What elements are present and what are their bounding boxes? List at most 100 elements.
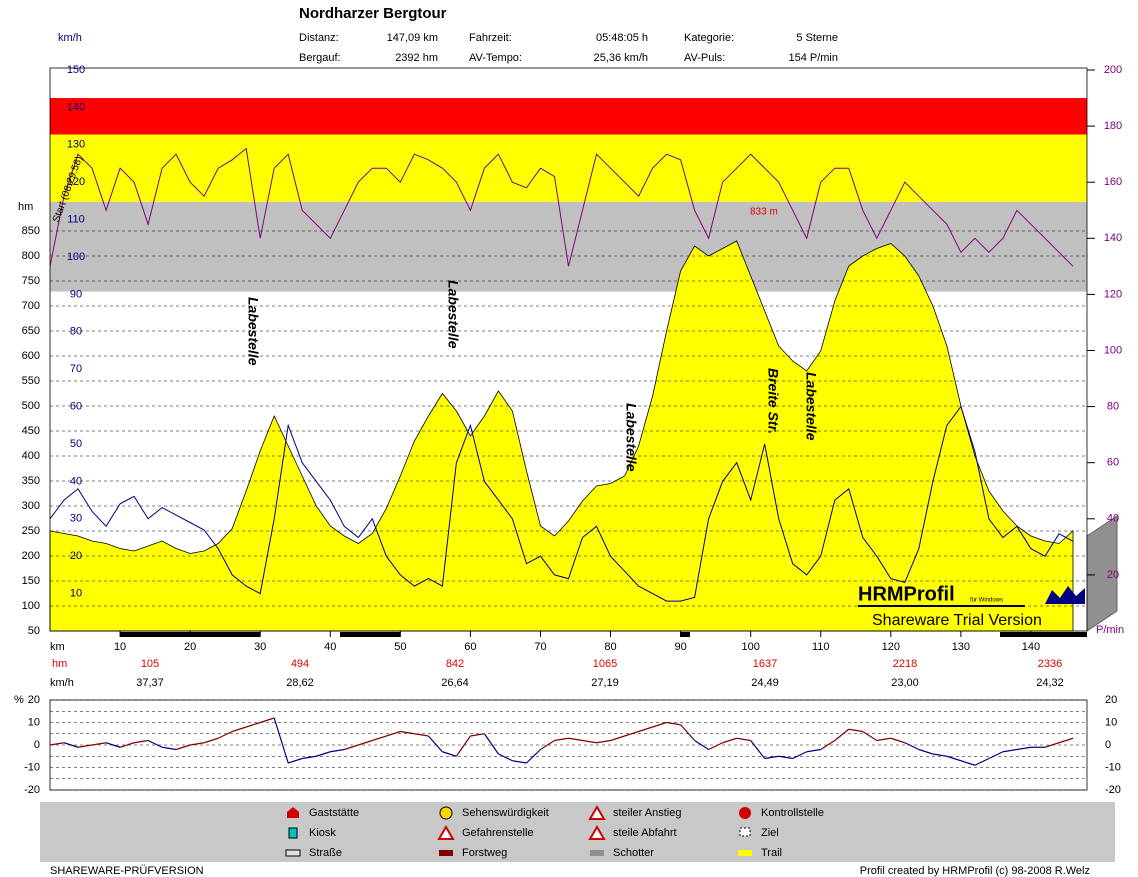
gradient-segment bbox=[400, 730, 415, 735]
gradient-segment bbox=[1002, 748, 1018, 753]
gradient-segment bbox=[1016, 746, 1032, 751]
legend-label: steile Abfahrt bbox=[613, 827, 677, 839]
gradient-segment bbox=[750, 740, 766, 759]
gradient-segment bbox=[526, 749, 541, 764]
summary-kmh: 23,00 bbox=[891, 677, 919, 689]
brand-logo bbox=[1045, 586, 1085, 604]
plot-frame bbox=[49, 67, 1088, 632]
gradient-segment bbox=[49, 742, 65, 746]
gradient-segment bbox=[960, 760, 976, 766]
elevation-area bbox=[49, 240, 1074, 632]
gradient-segment bbox=[792, 751, 807, 760]
pulse-line bbox=[49, 147, 1074, 267]
brand-note: Shareware Trial Version bbox=[872, 612, 1042, 629]
y3-tick-label: 80 bbox=[1107, 401, 1119, 413]
gradient-segment bbox=[778, 755, 793, 760]
y-tick-label: 400 bbox=[22, 450, 40, 462]
summary-kmh-label: km/h bbox=[50, 677, 74, 689]
gradient-segment bbox=[231, 726, 247, 733]
icon bbox=[588, 805, 606, 820]
gradient-segment bbox=[638, 726, 653, 733]
legend-label: Gefahrenstelle bbox=[462, 827, 534, 839]
y-tick-label: 550 bbox=[22, 375, 40, 387]
gradient-segment bbox=[246, 721, 261, 728]
gradient-segment bbox=[162, 746, 177, 751]
y-tick-label: 500 bbox=[22, 400, 40, 412]
y-tick-label: 850 bbox=[22, 225, 40, 237]
y3-tick-label: 20 bbox=[1107, 569, 1119, 581]
x-tick-label: 80 bbox=[604, 641, 616, 653]
annotation: 833 m bbox=[750, 207, 778, 218]
summary-hm: 1065 bbox=[593, 658, 617, 670]
summary-hm: 2336 bbox=[1038, 658, 1062, 670]
gradient-segment bbox=[918, 748, 934, 755]
gradient-segment bbox=[190, 742, 205, 746]
gradient-segment bbox=[77, 744, 93, 748]
y2-tick-label: 90 bbox=[70, 288, 82, 300]
gradient-segment bbox=[442, 751, 457, 757]
y-tick-label-right: -10 bbox=[1105, 761, 1121, 773]
summary-kmh: 37,37 bbox=[136, 677, 164, 689]
y-tick-label: 750 bbox=[22, 275, 40, 287]
y2-tick-label: 150 bbox=[67, 64, 85, 76]
x-tick-label: 110 bbox=[812, 641, 830, 653]
x-tick-label: 10 bbox=[114, 641, 126, 653]
surface-stripe bbox=[1000, 632, 1087, 637]
y-tick-label: 50 bbox=[28, 625, 40, 637]
gradient-segment bbox=[498, 753, 513, 762]
gradient-segment bbox=[806, 748, 821, 753]
y-tick-label: 100 bbox=[22, 600, 40, 612]
y3-tick-label: 60 bbox=[1107, 457, 1119, 469]
footer-right: Profil created by HRMProfil (c) 98-2008 … bbox=[860, 865, 1090, 877]
gradient-segment bbox=[512, 760, 527, 764]
gradient-segment bbox=[414, 733, 429, 737]
y3-tick-label: 160 bbox=[1104, 176, 1122, 188]
y2-tick-label: 10 bbox=[70, 588, 82, 600]
gradient-segment bbox=[372, 735, 387, 742]
y-tick-label: 250 bbox=[22, 525, 40, 537]
stat-label: Kategorie: bbox=[684, 32, 734, 44]
gradient-segment bbox=[63, 742, 79, 748]
gradient-segment bbox=[582, 739, 597, 744]
pulse-zone bbox=[50, 134, 1087, 202]
gradient-segment bbox=[736, 737, 751, 742]
y-tick-label: 150 bbox=[22, 575, 40, 587]
annotation: Labestelle bbox=[623, 403, 639, 472]
gradient-segment bbox=[133, 739, 149, 744]
gradient-segment bbox=[988, 751, 1004, 760]
stat-value: 2392 hm bbox=[395, 52, 438, 64]
title: Nordharzer Bergtour bbox=[299, 5, 447, 22]
brand-name: HRMProfil bbox=[858, 583, 955, 605]
y2-tick-label: 110 bbox=[67, 214, 85, 226]
gradient-segment bbox=[147, 739, 163, 748]
gradient-segment bbox=[666, 721, 681, 726]
gradient-segment bbox=[834, 728, 850, 741]
y2-tick-label: 120 bbox=[67, 176, 85, 188]
stat-label: Distanz: bbox=[299, 32, 339, 44]
y2-tick-label: 140 bbox=[67, 101, 85, 113]
gradient-segment bbox=[455, 735, 471, 757]
x-tick-label: 130 bbox=[952, 641, 970, 653]
summary-hm: 842 bbox=[446, 658, 464, 670]
stat-value: 25,36 km/h bbox=[594, 52, 648, 64]
legend-label: Ziel bbox=[761, 827, 779, 839]
footer-left: SHAREWARE-PRÜFVERSION bbox=[50, 865, 204, 877]
gradient-segment bbox=[624, 730, 639, 737]
icon bbox=[437, 825, 455, 840]
y3-axis-label: P/min bbox=[1096, 624, 1124, 636]
legend-label: Kontrollstelle bbox=[761, 807, 824, 819]
y-tick-label: 10 bbox=[28, 716, 40, 728]
y2-tick-label: 130 bbox=[67, 139, 85, 151]
y-axis-label: % bbox=[14, 694, 24, 706]
y2-tick-label: 20 bbox=[70, 550, 82, 562]
gradient-segment bbox=[722, 737, 737, 744]
icon bbox=[288, 827, 298, 839]
annotation: Breite Str. bbox=[765, 368, 781, 434]
stat-label: AV-Tempo: bbox=[469, 52, 522, 64]
legend-label: Schotter bbox=[613, 847, 654, 859]
summary-kmh: 24,32 bbox=[1036, 677, 1064, 689]
stat-label: Bergauf: bbox=[299, 52, 341, 64]
gradient-segment bbox=[358, 739, 373, 746]
stat-label: Fahrzeit: bbox=[469, 32, 512, 44]
icon bbox=[439, 806, 453, 820]
